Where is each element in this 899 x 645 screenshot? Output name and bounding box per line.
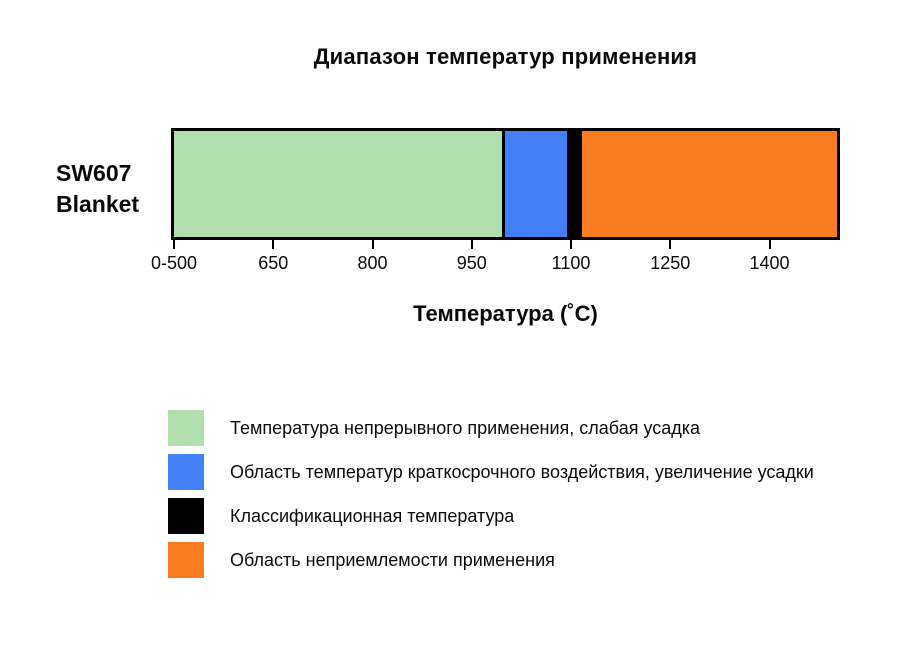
- legend-item-classification-temperature: Классификационная температура: [168, 498, 868, 534]
- x-axis-tick-label: 800: [357, 253, 388, 273]
- x-axis-tick-650: [272, 240, 275, 249]
- x-axis-tick-label: 1400: [749, 253, 790, 273]
- segment-unacceptable-use-region: [578, 131, 837, 237]
- segment-classification-temperature: [567, 131, 579, 237]
- x-axis-tick-label: 1250: [650, 253, 691, 273]
- legend-swatch-classification-temperature: [168, 498, 204, 534]
- legend-swatch-continuous-use-temperature: [168, 410, 204, 446]
- legend-item-unacceptable-use-region: Область неприемлемости применения: [168, 542, 868, 578]
- chart-title: Диапазон температур применения: [313, 44, 698, 69]
- x-axis-title: Температура (˚C): [413, 301, 598, 326]
- segment-continuous-use-temperature: [174, 131, 502, 237]
- x-axis-tick-800: [371, 240, 374, 249]
- x-axis-tick-0-500: [173, 240, 175, 249]
- x-axis-tick-950: [470, 240, 473, 249]
- legend-label: Классификационная температура: [230, 505, 515, 526]
- legend-label: Область температур краткосрочного воздей…: [230, 461, 814, 482]
- series-label-line-1: SW607: [56, 160, 132, 186]
- x-axis-tick-1400: [768, 240, 771, 249]
- legend-swatch-unacceptable-use-region: [168, 542, 204, 578]
- x-axis-tick-label: 650: [258, 253, 289, 273]
- x-axis-tick-1100: [570, 240, 572, 249]
- legend-label: Область неприемлемости применения: [230, 549, 555, 570]
- x-axis-tick-1250: [669, 240, 672, 249]
- legend-item-short-term-exposure-temperature: Область температур краткосрочного воздей…: [168, 454, 868, 490]
- x-axis: 0-500 650 800 950 1100 1250 1400: [151, 240, 840, 280]
- series-label-line-2: Blanket: [56, 191, 140, 217]
- legend-label: Температура непрерывного применения, сла…: [230, 417, 701, 438]
- temperature-range-bar: [171, 128, 840, 240]
- legend: Температура непрерывного применения, сла…: [168, 410, 868, 586]
- x-axis-tick-label: 950: [456, 253, 487, 273]
- x-axis-tick-label: 1100: [551, 253, 591, 273]
- segment-short-term-exposure-temperature: [501, 131, 568, 237]
- series-label: SW607 Blanket: [56, 158, 139, 220]
- legend-item-continuous-use-temperature: Температура непрерывного применения, сла…: [168, 410, 868, 446]
- legend-swatch-short-term-exposure-temperature: [168, 454, 204, 490]
- x-axis-tick-label: 0-500: [150, 253, 198, 273]
